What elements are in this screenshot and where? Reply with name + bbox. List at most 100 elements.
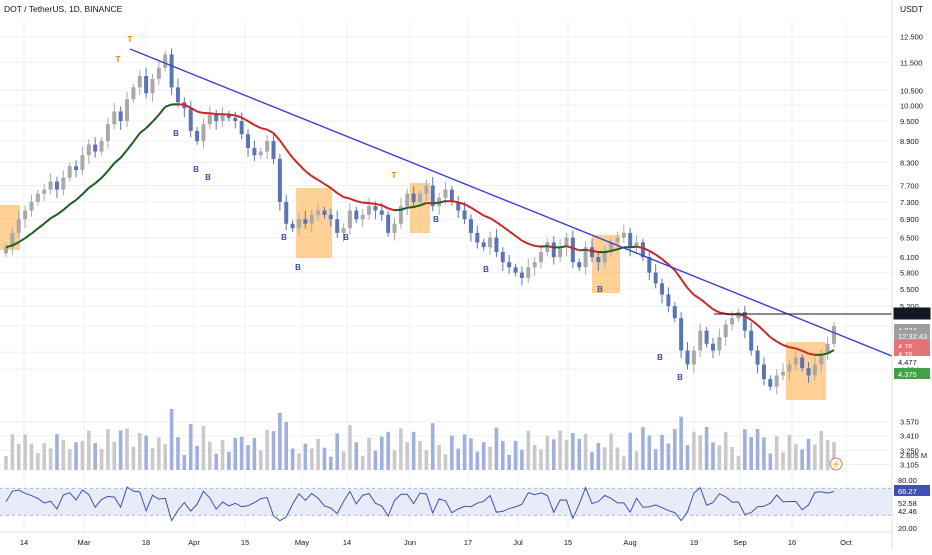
volume-bar (132, 447, 136, 470)
candle (240, 121, 244, 134)
candle (501, 252, 505, 262)
volume-bar (488, 447, 492, 470)
candle (666, 295, 670, 307)
volume-bar (233, 438, 237, 470)
candle (571, 238, 575, 263)
x-tick-label: 15 (564, 538, 572, 547)
volume-bar (800, 449, 804, 470)
candle (418, 194, 422, 202)
signal-marker-B: B (193, 165, 199, 174)
ema-segment (547, 246, 553, 247)
volume-bar (278, 413, 282, 470)
volume-bar (265, 430, 269, 470)
price-label: 12:32:43 (898, 332, 927, 341)
x-tick-label: Jun (404, 538, 416, 547)
ema-segment (821, 353, 827, 354)
y-tick-label: 10.500 (900, 86, 923, 95)
volume-bar (807, 439, 811, 470)
volume-bar (769, 454, 773, 471)
signal-marker-B: B (295, 263, 301, 272)
svg-text:⚡: ⚡ (831, 459, 841, 469)
candle (488, 238, 492, 248)
volume-bar (609, 434, 613, 470)
candle (265, 141, 269, 152)
ema-segment (535, 246, 541, 247)
candle (514, 267, 518, 272)
candle (61, 178, 65, 190)
candle (686, 351, 690, 365)
ema-segment (433, 203, 439, 204)
chart-title: DOT / TetherUS, 1D, BINANCE (4, 4, 123, 14)
ema-segment (809, 354, 815, 355)
x-tick-label: Oct (840, 538, 853, 547)
candle (533, 262, 537, 267)
candle (654, 273, 658, 284)
candle (125, 99, 129, 121)
candle (756, 351, 760, 365)
candle (475, 233, 479, 242)
volume-bar (310, 448, 314, 470)
consolidation-zone (296, 188, 332, 258)
volume-bar (355, 442, 359, 470)
candle (450, 190, 454, 202)
volume-bar (571, 433, 575, 470)
volume-bar (36, 453, 40, 470)
ema-segment (789, 347, 795, 348)
volume-bar (342, 452, 346, 470)
y-tick-label: 9.500 (900, 117, 919, 126)
candle (590, 247, 594, 257)
candle (221, 115, 225, 121)
volume-bar (316, 439, 320, 470)
x-tick-label: 18 (142, 538, 150, 547)
signal-marker-T: T (128, 35, 133, 44)
volume-bar (259, 451, 263, 470)
candle (157, 68, 161, 79)
rsi-tick-label: 66.27 (898, 487, 917, 496)
candle (195, 131, 199, 141)
volume-bar (635, 451, 639, 470)
candle (329, 215, 333, 219)
signal-marker-T: T (392, 171, 397, 180)
volume-bar (17, 444, 21, 470)
volume-bar (176, 437, 180, 470)
y-tick-label: 7.300 (900, 198, 919, 207)
volume-bar (686, 445, 690, 470)
volume-bar (507, 455, 511, 470)
volume-bar (329, 457, 333, 470)
price-label: 5.100 (898, 310, 917, 319)
candle (189, 108, 193, 131)
volume-bar (730, 447, 734, 470)
candle (558, 247, 562, 257)
volume-bar (380, 437, 384, 470)
volume-bar (705, 427, 709, 470)
candle (622, 233, 626, 238)
volume-bar (546, 436, 550, 470)
candle (717, 337, 721, 350)
y-tick-label: 6.900 (900, 215, 919, 224)
candle (176, 87, 180, 102)
volume-bar (813, 445, 817, 470)
candle (322, 210, 326, 214)
volume-bar (202, 426, 206, 470)
candle (272, 141, 276, 159)
volume-bar (622, 456, 626, 470)
x-tick-label: Apr (188, 538, 200, 547)
volume-bar (654, 449, 658, 470)
candle (55, 182, 59, 190)
candle (23, 210, 27, 219)
volume-bar (660, 435, 664, 470)
volume-bar (240, 437, 244, 470)
volume-bar (151, 448, 155, 470)
candle (348, 210, 352, 228)
volume-bar (189, 424, 193, 470)
volume-bar (749, 437, 753, 470)
candle (100, 141, 104, 152)
candle (463, 210, 467, 219)
volume-bar (616, 447, 620, 470)
compare-icon[interactable]: ⚡ (830, 458, 842, 470)
candle (526, 267, 530, 278)
volume-bar (74, 442, 78, 470)
volume-bar (304, 444, 308, 470)
candle (552, 242, 556, 257)
volume-bar (444, 454, 448, 470)
